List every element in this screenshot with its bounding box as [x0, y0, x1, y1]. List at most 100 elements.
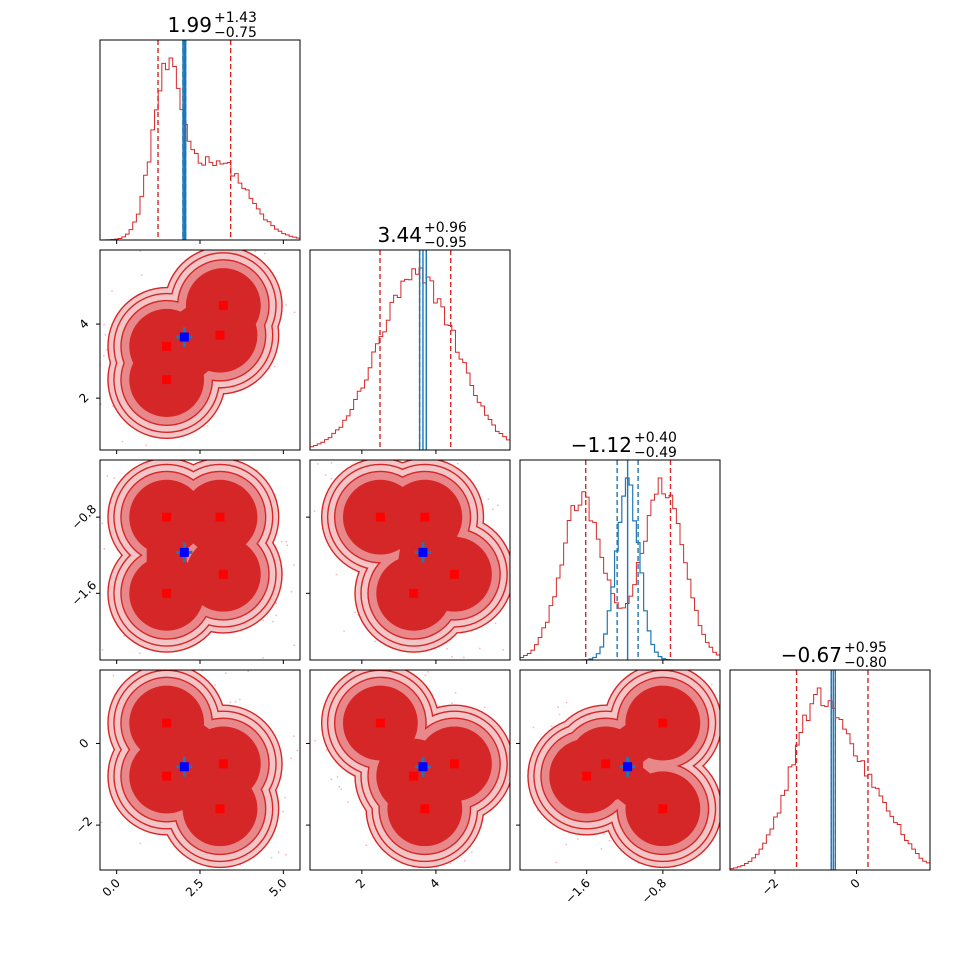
scatter-point — [550, 725, 553, 728]
title-plus: +0.40 — [634, 430, 677, 446]
y-tick-label: 0 — [76, 736, 91, 751]
scatter-point — [238, 897, 240, 899]
scatter-point — [605, 871, 607, 873]
scatter-point — [96, 454, 98, 456]
scatter-point — [335, 573, 338, 576]
scatter-point — [565, 843, 568, 846]
scatter-point — [436, 893, 438, 895]
scatter-point — [437, 650, 439, 652]
scatter-point — [535, 550, 537, 552]
mode-marker — [162, 588, 172, 598]
scatter-point — [375, 441, 377, 443]
scatter-point — [675, 652, 677, 654]
scatter-point — [112, 674, 115, 677]
title-median: 3.44 — [377, 223, 422, 247]
mode-marker — [658, 718, 668, 728]
scatter-point — [296, 749, 299, 752]
scatter-point — [424, 674, 427, 677]
panel-frame — [99, 39, 301, 241]
scatter-point — [286, 544, 289, 547]
mode-marker — [420, 804, 430, 814]
x-tick-label: 5.0 — [266, 876, 289, 899]
scatter-point — [103, 354, 105, 357]
scatter-point — [285, 853, 287, 856]
title-minus: −0.80 — [844, 655, 887, 671]
scatter-point — [290, 590, 293, 593]
scatter-point — [526, 739, 528, 741]
contour-bridges — [360, 703, 475, 829]
hist-series-p1 — [310, 267, 510, 450]
scatter-point — [558, 713, 561, 716]
mode-marker — [215, 804, 225, 814]
scatter-point — [325, 749, 328, 751]
contour-bridge — [585, 743, 683, 829]
scatter-point — [494, 622, 497, 625]
mode-marker — [218, 569, 228, 579]
scatter-point — [224, 672, 227, 674]
mode-marker — [658, 804, 668, 814]
x-tick-label: 2 — [353, 876, 368, 891]
scatter-point — [229, 701, 232, 704]
scatter-point — [354, 611, 357, 614]
mode-marker — [162, 718, 172, 728]
mode-marker — [162, 512, 172, 522]
y-tick-label: −1.6 — [69, 578, 100, 609]
scatter-point — [154, 241, 156, 243]
mean-marker — [418, 547, 428, 557]
contour-bridge — [200, 285, 244, 356]
scatter-point — [263, 252, 266, 255]
scatter-point — [87, 752, 89, 754]
scatter-point — [106, 475, 109, 477]
scatter-point — [557, 706, 559, 709]
scatter-point — [223, 447, 225, 449]
scatter-point — [603, 833, 606, 835]
scatter-point — [139, 842, 142, 845]
scatter-point — [614, 655, 616, 657]
scatter-panel-p3-vs-p1 — [314, 649, 528, 895]
scatter-point — [710, 683, 713, 686]
scatter-point — [103, 547, 106, 550]
scatter-point — [101, 522, 104, 525]
scatter-point — [622, 661, 624, 663]
scatter-point — [113, 477, 115, 479]
scatter-point — [487, 498, 490, 501]
scatter-point — [280, 541, 283, 543]
contour-bridges — [146, 497, 244, 614]
panel-frame — [729, 669, 931, 871]
scatter-point — [101, 649, 104, 651]
scatter-point — [473, 452, 475, 454]
x-tick-label: −0.8 — [639, 876, 670, 907]
mode-marker — [162, 341, 172, 351]
scatter-point — [290, 757, 292, 760]
x-tick-label: 2.5 — [183, 876, 206, 899]
title-plus: +0.95 — [844, 640, 887, 656]
mean-marker — [179, 762, 189, 772]
scatter-point — [285, 304, 287, 306]
scatter-point — [478, 647, 481, 650]
hist-series-p3 — [730, 687, 930, 870]
scatter-point — [213, 684, 216, 686]
title-median: −0.67 — [781, 643, 842, 667]
scatter-point — [555, 861, 558, 864]
title-minus: −0.95 — [424, 235, 467, 251]
scatter-point — [293, 311, 296, 314]
scatter-point — [123, 634, 126, 637]
scatter-point — [427, 671, 429, 673]
scatter-point — [340, 788, 343, 791]
scatter-point — [378, 649, 380, 651]
scatter-point — [724, 857, 726, 859]
scatter-point — [324, 474, 327, 476]
scatter-point — [103, 323, 105, 326]
scatter-point — [374, 640, 376, 643]
scatter-point — [529, 595, 531, 597]
scatter-point — [307, 320, 309, 322]
scatter-point — [608, 839, 611, 842]
scatter-point — [727, 772, 729, 774]
mean-marker — [179, 332, 189, 342]
mode-marker — [215, 330, 225, 340]
y-tick-label: 2 — [76, 390, 91, 405]
contour-bridge — [200, 497, 244, 595]
scatter-point — [277, 851, 280, 854]
scatter-point — [170, 162, 172, 164]
scatter-point — [262, 656, 264, 659]
